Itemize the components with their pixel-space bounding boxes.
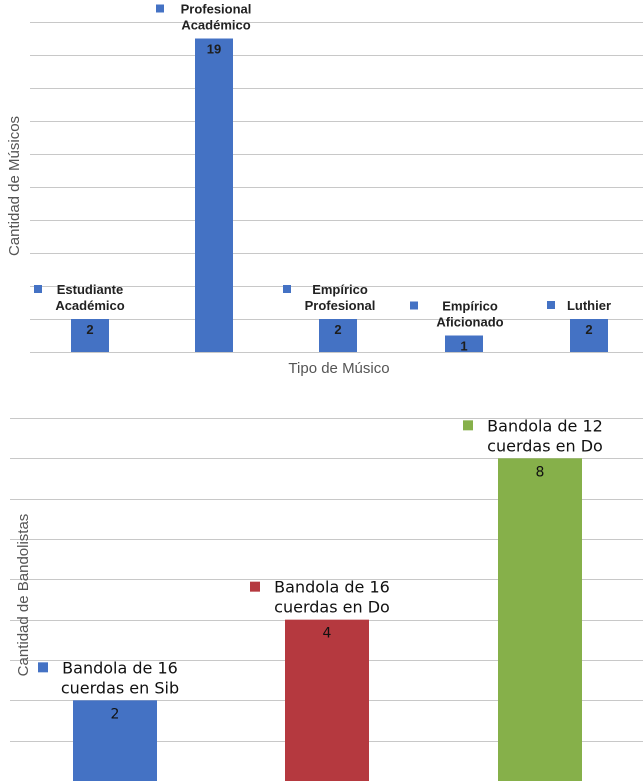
chart2-category-label: cuerdas en Do bbox=[274, 598, 390, 617]
chart1-bar bbox=[319, 319, 357, 352]
chart1-value-label: 1 bbox=[460, 339, 467, 354]
chart1-category-label: Estudiante bbox=[57, 282, 123, 297]
chart2-legend-marker bbox=[250, 581, 260, 592]
chart1-legend-marker bbox=[34, 285, 42, 293]
chart1-category-label: Académico bbox=[181, 18, 250, 33]
chart2-bar bbox=[498, 458, 582, 781]
chart1-legend-marker bbox=[410, 301, 418, 310]
chart1-legend-marker bbox=[283, 285, 291, 293]
chart1-category-labels: 2EstudianteAcadémico19ProfesionalAcadémi… bbox=[34, 2, 611, 354]
chart1-value-label: 2 bbox=[334, 322, 341, 337]
chart1-x-axis-title: Tipo de Músico bbox=[288, 360, 389, 377]
chart2-category-label: Bandola de 12 bbox=[487, 416, 603, 435]
chart2-y-axis-title: Cantidad de Bandolistas bbox=[15, 514, 32, 677]
chart2-legend-marker bbox=[463, 420, 473, 431]
chart2-value-label: 8 bbox=[536, 464, 545, 480]
chart1-y-axis-title: Cantidad de Músicos bbox=[6, 116, 23, 256]
chart2-bars bbox=[73, 458, 582, 781]
chart2-value-label: 4 bbox=[323, 626, 332, 642]
chart2-bar bbox=[285, 619, 369, 781]
chart1-category-label: Profesional bbox=[305, 298, 376, 313]
chart1-bar bbox=[445, 335, 483, 352]
chart1-category-label: Empírico bbox=[442, 299, 498, 314]
chart2-bar bbox=[73, 700, 157, 781]
chart1-bar bbox=[570, 319, 608, 352]
tipo-de-musico-chart: 2EstudianteAcadémico19ProfesionalAcadémi… bbox=[6, 2, 643, 377]
chart2-legend-marker bbox=[38, 662, 48, 673]
chart2-category-label: Bandola de 16 bbox=[62, 658, 178, 677]
chart1-value-label: 2 bbox=[585, 322, 592, 337]
chart1-category-label: Aficionado bbox=[436, 315, 503, 330]
chart1-value-label: 19 bbox=[207, 42, 221, 57]
chart1-legend-marker bbox=[547, 301, 555, 309]
chart1-bars bbox=[71, 38, 608, 352]
chart1-category-label: Empírico bbox=[312, 282, 368, 297]
chart1-bar bbox=[195, 38, 233, 352]
chart1-legend-marker bbox=[156, 4, 164, 13]
chart1-category-label: Académico bbox=[55, 298, 124, 313]
chart1-gridlines bbox=[30, 22, 643, 353]
chart2-category-label: Bandola de 16 bbox=[274, 578, 390, 597]
chart1-category-label: Profesional bbox=[181, 2, 252, 17]
chart2-value-label: 2 bbox=[111, 706, 120, 722]
chart1-category-label: Luthier bbox=[567, 298, 611, 313]
chart2-category-label: cuerdas en Sib bbox=[61, 678, 179, 697]
chart1-value-label: 2 bbox=[86, 322, 93, 337]
chart2-category-label: cuerdas en Do bbox=[487, 436, 603, 455]
chart1-bar bbox=[71, 319, 109, 352]
